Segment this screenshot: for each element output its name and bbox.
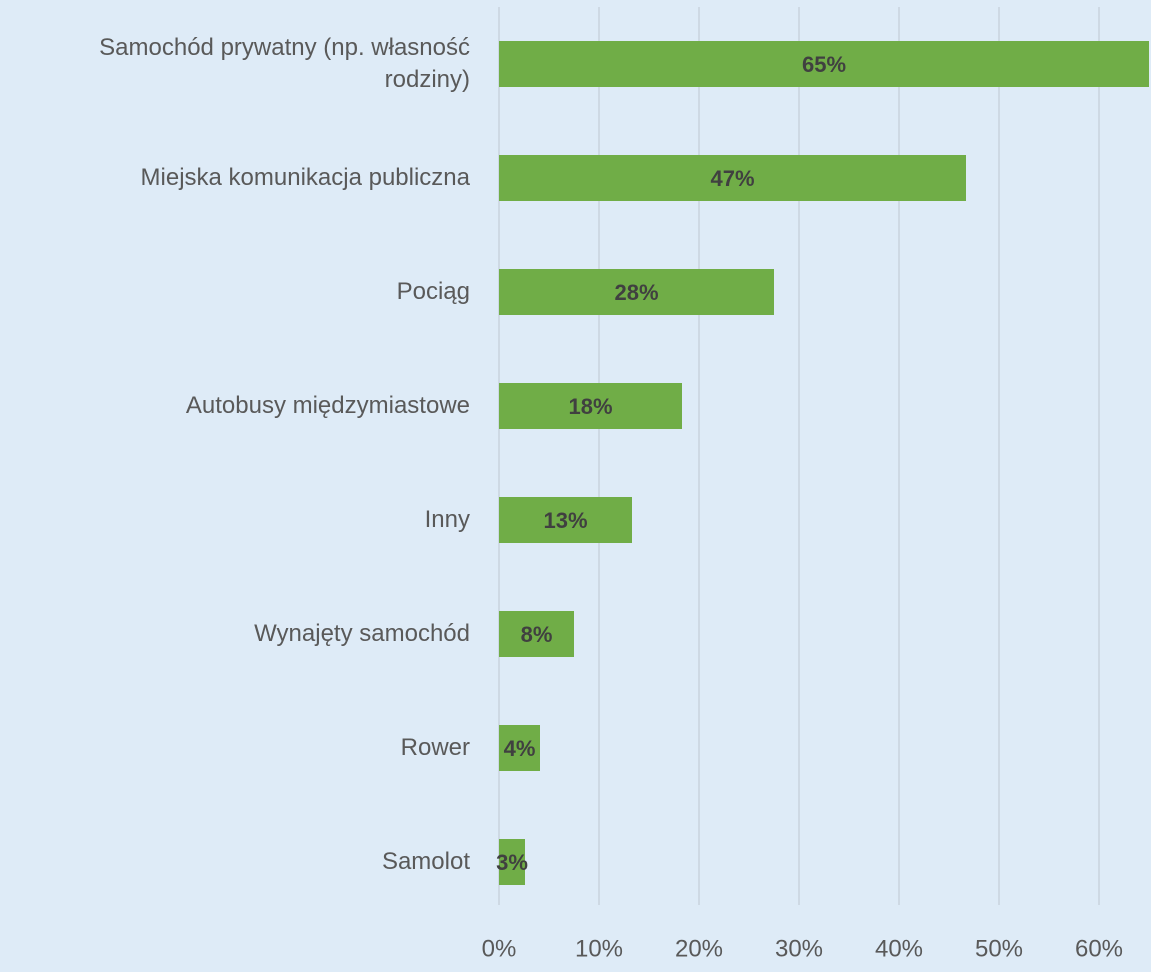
data-label: 28% [614,280,658,305]
y-tick-label: Wynajęty samochód [254,620,470,647]
bar [499,383,682,429]
bar [499,839,525,885]
x-tick-label: 60% [1075,935,1123,962]
data-label: 8% [521,622,553,647]
y-tick-label: Miejska komunikacja publiczna [140,164,470,191]
bar [499,155,966,201]
x-tick-label: 40% [875,935,923,962]
y-tick-label: Samolot [381,848,470,875]
data-label: 13% [543,508,587,533]
data-label: 4% [504,736,536,761]
y-tick-label: Autobusy międzymiastowe [185,392,470,419]
data-label: 18% [568,394,612,419]
y-tick-label: Pociąg [396,278,470,305]
data-label: 3% [496,850,528,875]
bar [499,269,774,315]
data-label: 47% [710,166,754,191]
bar [499,497,632,543]
bar [499,725,540,771]
bar [499,41,1149,87]
y-tick-label: Inny [424,506,470,533]
bar [499,611,574,657]
y-tick-label: Samochód prywatny (np. własność rodziny) [99,34,470,93]
x-tick-label: 50% [975,935,1023,962]
y-tick-label: Rower [400,734,470,761]
x-tick-label: 30% [775,935,823,962]
data-label: 65% [802,52,846,77]
x-tick-label: 0% [482,935,517,962]
x-tick-label: 20% [675,935,723,962]
x-tick-label: 10% [575,935,623,962]
